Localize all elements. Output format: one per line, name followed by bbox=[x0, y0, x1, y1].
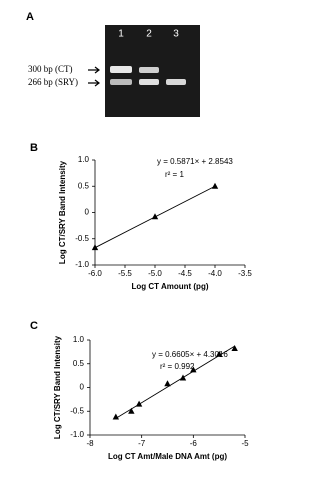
y-tick-label: 1.0 bbox=[73, 335, 85, 344]
y-tick-label: -1.0 bbox=[70, 430, 84, 439]
y-tick-label: -0.5 bbox=[75, 234, 89, 243]
x-tick-label: -8 bbox=[86, 439, 94, 448]
x-tick-label: -4.0 bbox=[208, 269, 222, 278]
x-tick-label: -5 bbox=[241, 439, 249, 448]
band-label: 266 bp (SRY) bbox=[28, 77, 78, 87]
data-point bbox=[112, 413, 120, 420]
panel-label: C bbox=[30, 320, 38, 332]
annotation: r² = 1 bbox=[165, 170, 184, 179]
gel-band bbox=[139, 79, 159, 85]
y-tick-label: 1.0 bbox=[78, 155, 90, 164]
y-tick-label: 0.5 bbox=[78, 181, 90, 190]
x-axis-title: Log CT Amt/Male DNA Amt (pg) bbox=[108, 452, 227, 461]
y-axis-title: Log CT/SRY Band Intensity bbox=[53, 335, 62, 439]
x-tick-label: -3.5 bbox=[238, 269, 252, 278]
x-tick-label: -5.0 bbox=[148, 269, 162, 278]
data-point bbox=[215, 350, 223, 357]
x-tick-label: -6 bbox=[190, 439, 198, 448]
arrow bbox=[88, 66, 100, 87]
x-axis-title: Log CT Amount (pg) bbox=[131, 282, 208, 291]
y-tick-label: -0.5 bbox=[70, 406, 84, 415]
gel-band bbox=[166, 79, 186, 85]
annotation: y = 0.5871× + 2.8543 bbox=[157, 157, 233, 166]
panel-label: A bbox=[26, 11, 34, 23]
data-point bbox=[231, 345, 238, 352]
annotation: y = 0.6605× + 4.3016 bbox=[152, 350, 228, 359]
fit-line bbox=[94, 185, 216, 249]
x-tick-label: -5.5 bbox=[118, 269, 132, 278]
data-point bbox=[128, 407, 135, 414]
gel-band bbox=[110, 66, 132, 73]
y-tick-label: 0 bbox=[80, 383, 85, 392]
fit-line bbox=[115, 345, 235, 419]
gel-band bbox=[139, 67, 159, 73]
lane-label: 1 bbox=[118, 29, 124, 40]
lane-label: 3 bbox=[173, 29, 179, 40]
y-tick-label: 0.5 bbox=[73, 359, 85, 368]
gel-band bbox=[110, 79, 132, 85]
x-tick-label: -6.0 bbox=[88, 269, 102, 278]
y-tick-label: 0 bbox=[85, 208, 90, 217]
data-point bbox=[190, 366, 197, 373]
annotation: r² = 0.992 bbox=[160, 362, 195, 371]
y-tick-label: -1.0 bbox=[75, 260, 89, 269]
x-tick-label: -4.5 bbox=[178, 269, 192, 278]
band-label: 300 bp (CT) bbox=[28, 64, 73, 74]
data-point bbox=[164, 380, 171, 387]
panel-label: B bbox=[30, 142, 38, 154]
y-axis-title: Log CT/SRY Band Intensity bbox=[58, 160, 67, 264]
lane-label: 2 bbox=[146, 29, 152, 40]
x-tick-label: -7 bbox=[138, 439, 146, 448]
